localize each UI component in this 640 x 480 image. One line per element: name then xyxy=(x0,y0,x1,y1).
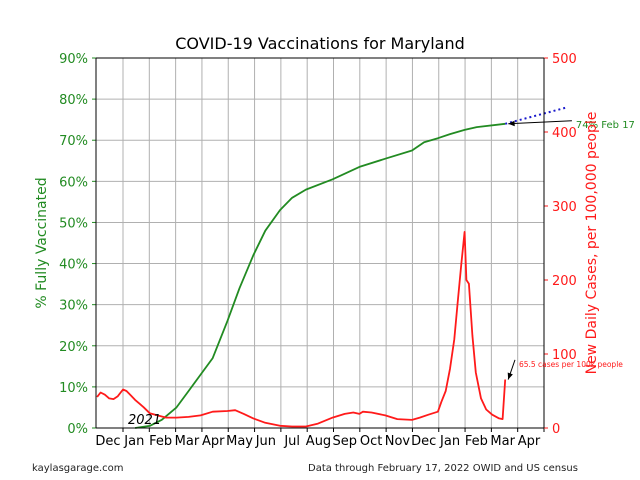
vaccination-annotation-arrowhead xyxy=(508,120,515,127)
x-tick-label: Dec xyxy=(411,434,436,449)
vaccination-annotation-arrow xyxy=(508,120,572,125)
x-tick-label: Sep xyxy=(333,434,358,449)
x-tick-label: Feb xyxy=(465,434,488,449)
y-right-tick-label: 200 xyxy=(552,274,577,289)
y-left-tick-label: 80% xyxy=(59,93,88,108)
vaccination-annotation: 74% Feb 17 xyxy=(576,120,635,131)
chart-title: COVID-19 Vaccinations for Maryland xyxy=(175,34,465,53)
x-tick-label: Apr xyxy=(202,434,225,449)
cases-series-line xyxy=(96,230,507,428)
y-right-tick-label: 0 xyxy=(552,422,560,437)
x-tick-label: Aug xyxy=(306,434,331,449)
y-left-tick-label: 10% xyxy=(59,381,88,396)
y-left-tick-label: 60% xyxy=(59,175,88,190)
y-right-tick-label: 100 xyxy=(552,348,577,363)
x-tick-label: Jan xyxy=(439,434,460,449)
x-tick-label: Mar xyxy=(175,434,200,449)
y-left-tick-label: 90% xyxy=(59,52,88,67)
x-tick-label: Feb xyxy=(149,434,172,449)
y-right-tick-label: 400 xyxy=(552,126,577,141)
year-annotation: 2021 xyxy=(128,413,161,428)
x-tick-label: Dec xyxy=(95,434,120,449)
y-axis-right-label: New Daily Cases, per 100,000 people xyxy=(584,112,600,375)
x-tick-label: Jan xyxy=(123,434,144,449)
y-left-tick-label: 30% xyxy=(59,299,88,314)
x-tick-label: May xyxy=(226,434,253,449)
x-tick-label: Mar xyxy=(490,434,515,449)
x-tick-label: Jun xyxy=(255,434,276,449)
y-left-tick-label: 20% xyxy=(59,340,88,355)
vaccinated-series-line xyxy=(134,122,506,429)
y-axis-left-label: % Fully Vaccinated xyxy=(34,177,50,308)
x-tick-label: Jul xyxy=(283,434,300,449)
y-right-tick-label: 500 xyxy=(552,52,577,67)
data-note: Data through February 17, 2022 OWID and … xyxy=(308,463,578,474)
y-right-tick-label: 300 xyxy=(552,200,577,215)
x-tick-label: Oct xyxy=(360,434,382,449)
y-left-tick-label: 50% xyxy=(59,216,88,231)
x-tick-label: Nov xyxy=(385,434,411,449)
y-left-tick-label: 40% xyxy=(59,258,88,273)
y-left-tick-label: 70% xyxy=(59,134,88,149)
plot-area: Dec Jan Feb Mar Apr May Jun Jul Aug Sep Oct Nov Dec J… xyxy=(59,52,635,449)
y-left-tick-label: 0% xyxy=(67,422,88,437)
projection-series-line xyxy=(504,106,568,125)
cases-annotation: 65.5 cases per 100k people xyxy=(519,360,623,369)
source-site: kaylasgarage.com xyxy=(32,463,124,474)
cases-annotation-arrowhead xyxy=(507,372,513,380)
x-tick-label: Apr xyxy=(518,434,541,449)
